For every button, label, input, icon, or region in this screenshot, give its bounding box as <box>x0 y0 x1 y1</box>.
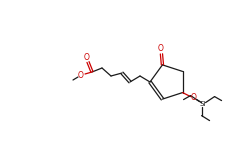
Text: Si: Si <box>199 101 206 107</box>
Text: O: O <box>84 52 90 62</box>
Text: O: O <box>190 93 196 102</box>
Text: O: O <box>158 44 164 53</box>
Text: O: O <box>78 72 84 81</box>
